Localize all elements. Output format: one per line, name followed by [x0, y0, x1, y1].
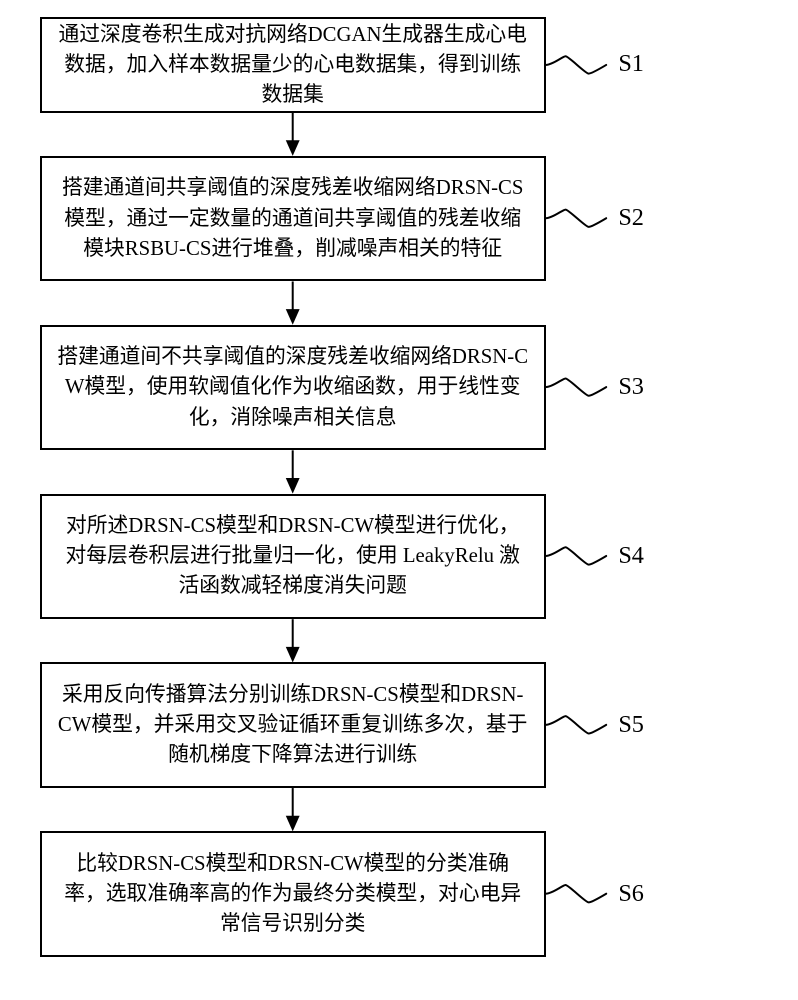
- step-text-s6: 比较DRSN-CS模型和DRSN-CW模型的分类准确率，选取准确率高的作为最终分…: [56, 849, 530, 939]
- step-label-s2: S2: [618, 204, 644, 232]
- step-box-s1: 通过深度卷积生成对抗网络DCGAN生成器生成心电数据，加入样本数据量少的心电数据…: [40, 17, 546, 112]
- step-text-s4: 对所述DRSN-CS模型和DRSN-CW模型进行优化，对每层卷积层进行批量归一化…: [56, 511, 530, 601]
- step-box-s6: 比较DRSN-CS模型和DRSN-CW模型的分类准确率，选取准确率高的作为最终分…: [40, 831, 546, 957]
- step-label-s3: S3: [618, 373, 644, 401]
- flowchart-canvas: 通过深度卷积生成对抗网络DCGAN生成器生成心电数据，加入样本数据量少的心电数据…: [0, 0, 798, 1000]
- step-label-s5: S5: [618, 711, 644, 739]
- step-text-s3: 搭建通道间不共享阈值的深度残差收缩网络DRSN-CW模型，使用软阈值化作为收缩函…: [56, 342, 530, 432]
- step-box-s4: 对所述DRSN-CS模型和DRSN-CW模型进行优化，对每层卷积层进行批量归一化…: [40, 494, 546, 620]
- step-text-s5: 采用反向传播算法分别训练DRSN-CS模型和DRSN-CW模型，并采用交叉验证循…: [56, 680, 530, 770]
- step-label-s4: S4: [618, 542, 644, 570]
- step-box-s5: 采用反向传播算法分别训练DRSN-CS模型和DRSN-CW模型，并采用交叉验证循…: [40, 662, 546, 788]
- step-label-s6: S6: [618, 880, 644, 908]
- step-box-s3: 搭建通道间不共享阈值的深度残差收缩网络DRSN-CW模型，使用软阈值化作为收缩函…: [40, 325, 546, 451]
- step-text-s2: 搭建通道间共享阈值的深度残差收缩网络DRSN-CS模型，通过一定数量的通道间共享…: [56, 173, 530, 263]
- step-text-s1: 通过深度卷积生成对抗网络DCGAN生成器生成心电数据，加入样本数据量少的心电数据…: [56, 20, 530, 110]
- step-label-s1: S1: [618, 50, 644, 78]
- step-box-s2: 搭建通道间共享阈值的深度残差收缩网络DRSN-CS模型，通过一定数量的通道间共享…: [40, 156, 546, 282]
